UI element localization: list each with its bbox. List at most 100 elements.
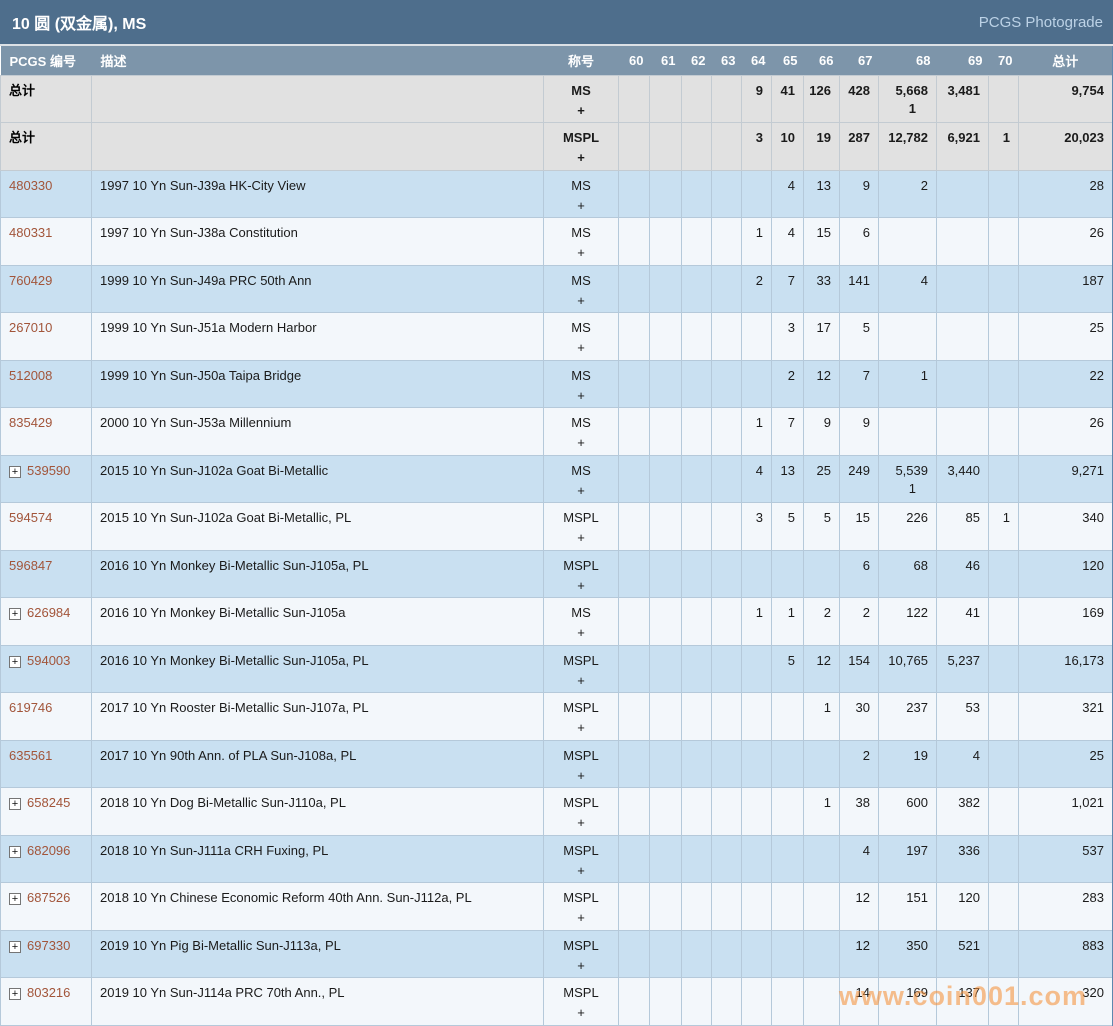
pcgs-number-link[interactable]: 594003 (27, 653, 70, 668)
pcgs-number-link[interactable]: 687526 (27, 890, 70, 905)
pcgs-number-link[interactable]: 512008 (9, 368, 52, 383)
grade-63-cell (712, 835, 742, 882)
pcgs-number-link[interactable]: 697330 (27, 938, 70, 953)
pcgs-number-link[interactable]: 835429 (9, 415, 52, 430)
pcgs-number-link[interactable]: 539590 (27, 463, 70, 478)
pcgs-number-link[interactable]: 760429 (9, 273, 52, 288)
designation-cell: MSPL+ (544, 882, 619, 930)
grade-69-count: 120 (937, 890, 980, 906)
row-total-count: 26 (1019, 415, 1104, 431)
expand-plus-icon[interactable]: + (9, 466, 21, 478)
grade-66-cell: 25 (804, 455, 840, 502)
grade-64-count: 9 (742, 83, 763, 99)
pcgs-number-link[interactable]: 626984 (27, 605, 70, 620)
grade-60-cell (619, 312, 650, 360)
plus-designation-label: + (544, 293, 618, 309)
grade-65-cell (772, 977, 804, 1025)
expand-plus-icon[interactable]: + (9, 846, 21, 858)
expand-plus-icon[interactable]: + (9, 988, 21, 1000)
row-total-count: 20,023 (1019, 130, 1104, 146)
expand-plus-icon[interactable]: + (9, 798, 21, 810)
expand-plus-icon[interactable]: + (9, 941, 21, 953)
grade-69-cell (937, 217, 989, 265)
pcgs-number-link[interactable]: 635561 (9, 748, 52, 763)
designation-cell: MS+ (544, 455, 619, 502)
pcgs-number-link[interactable]: 682096 (27, 843, 70, 858)
plus-designation-label: + (544, 720, 618, 736)
pcgs-number-link[interactable]: 803216 (27, 985, 70, 1000)
grade-67-count: 5 (840, 320, 870, 336)
grade-63-cell (712, 597, 742, 645)
column-header-69: 69 (937, 46, 989, 75)
pcgs-number-link[interactable]: 267010 (9, 320, 52, 335)
row-total-count: 26 (1019, 225, 1104, 241)
plus-designation-label: + (544, 673, 618, 689)
grade-62-cell (682, 692, 712, 740)
column-header-61: 61 (650, 46, 682, 75)
grade-63-cell (712, 930, 742, 977)
grade-69-cell: 3,440 (937, 455, 989, 502)
description-cell: 1997 10 Yn Sun-J38a Constitution (92, 217, 544, 265)
plus-designation-label: + (544, 340, 618, 356)
grade-67-count: 2 (840, 748, 870, 764)
row-total-count: 22 (1019, 368, 1104, 384)
grade-61-cell (650, 217, 682, 265)
plus-designation-label: + (544, 103, 618, 119)
pcgs-number-link[interactable]: 596847 (9, 558, 52, 573)
plus-designation-label: + (544, 958, 618, 974)
row-total-cell: 22 (1019, 360, 1113, 407)
grade-64-cell (742, 645, 772, 692)
grade-64-count: 1 (742, 415, 763, 431)
designation-label: MSPL (544, 795, 618, 811)
pcgs-number-cell: 635561 (1, 740, 92, 787)
plus-designation-label: + (544, 483, 618, 499)
grade-69-count: 336 (937, 843, 980, 859)
expand-plus-icon[interactable]: + (9, 656, 21, 668)
grade-68-cell: 122 (879, 597, 937, 645)
grade-65-count: 7 (772, 415, 795, 431)
pcgs-number-cell: +594003 (1, 645, 92, 692)
grade-68-plus-count: 1 (879, 481, 928, 497)
grade-70-cell (989, 835, 1019, 882)
grade-67-cell: 9 (840, 170, 879, 217)
grade-63-cell (712, 265, 742, 312)
column-header-63: 63 (712, 46, 742, 75)
grade-63-cell (712, 645, 742, 692)
designation-label: MS (544, 368, 618, 384)
pcgs-number-link[interactable]: 480331 (9, 225, 52, 240)
grade-68-count: 151 (879, 890, 928, 906)
coin-description: 2016 10 Yn Monkey Bi-Metallic Sun-J105a,… (100, 558, 369, 573)
description-cell: 1999 10 Yn Sun-J50a Taipa Bridge (92, 360, 544, 407)
grade-63-cell (712, 455, 742, 502)
table-row: 619746 2017 10 Yn Rooster Bi-Metallic Sun… (1, 692, 1113, 740)
expand-plus-icon[interactable]: + (9, 608, 21, 620)
coin-description: 2016 10 Yn Monkey Bi-Metallic Sun-J105a,… (100, 653, 369, 668)
pcgs-number-link[interactable]: 480330 (9, 178, 52, 193)
column-header-68: 68 (879, 46, 937, 75)
expand-plus-icon[interactable]: + (9, 893, 21, 905)
pcgs-number-link[interactable]: 594574 (9, 510, 52, 525)
description-cell: 2017 10 Yn Rooster Bi-Metallic Sun-J107a… (92, 692, 544, 740)
coin-description: 1999 10 Yn Sun-J50a Taipa Bridge (100, 368, 301, 383)
grade-69-cell: 382 (937, 787, 989, 835)
grade-70-cell (989, 75, 1019, 122)
grade-67-cell: 38 (840, 787, 879, 835)
grade-70-cell (989, 217, 1019, 265)
photograde-link[interactable]: PCGS Photograde (979, 14, 1103, 31)
coin-description: 2015 10 Yn Sun-J102a Goat Bi-Metallic, P… (100, 510, 351, 525)
grade-62-cell (682, 75, 712, 122)
grade-62-cell (682, 217, 712, 265)
grade-61-cell (650, 740, 682, 787)
grade-65-count: 4 (772, 225, 795, 241)
description-cell: 1999 10 Yn Sun-J49a PRC 50th Ann (92, 265, 544, 312)
description-cell: 2018 10 Yn Dog Bi-Metallic Sun-J110a, PL (92, 787, 544, 835)
pcgs-number-link[interactable]: 658245 (27, 795, 70, 810)
grade-61-cell (650, 455, 682, 502)
grade-68-count: 237 (879, 700, 928, 716)
pcgs-number-link[interactable]: 619746 (9, 700, 52, 715)
plus-designation-label: + (544, 863, 618, 879)
